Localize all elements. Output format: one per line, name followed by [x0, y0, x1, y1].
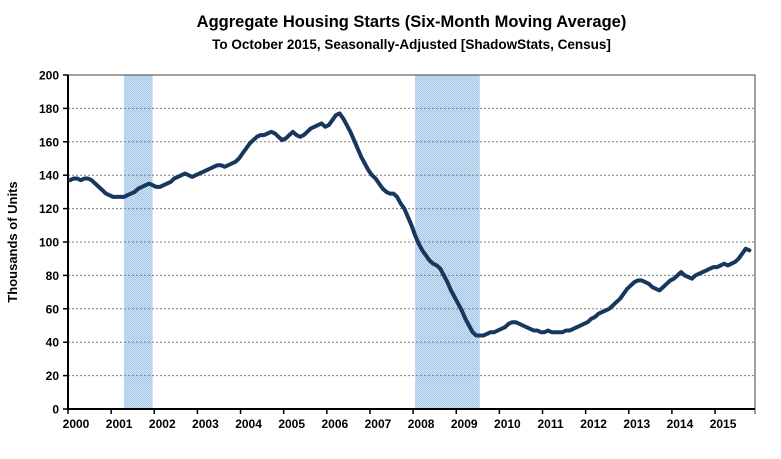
y-axis-tick-label: 160 [39, 135, 59, 149]
y-axis-tick-label: 60 [46, 302, 60, 316]
x-axis-tick-label: 2002 [149, 417, 176, 431]
x-axis-tick-label: 2006 [321, 417, 348, 431]
x-axis-tick-label: 2007 [365, 417, 392, 431]
y-axis-tick-label: 20 [46, 369, 60, 383]
x-axis-tick-label: 2009 [451, 417, 478, 431]
x-axis-tick-label: 2014 [667, 417, 694, 431]
x-axis-tick-label: 2012 [580, 417, 607, 431]
x-axis-tick-label: 2001 [106, 417, 133, 431]
x-axis-tick-label: 2013 [623, 417, 650, 431]
y-axis-tick-label: 100 [39, 236, 59, 250]
y-axis-tick-label: 180 [39, 102, 59, 116]
x-axis-tick-label: 2008 [408, 417, 435, 431]
x-axis-tick-label: 2010 [494, 417, 521, 431]
plot-frame [67, 74, 756, 410]
x-axis-tick-label: 2004 [235, 417, 262, 431]
x-axis-tick-label: 2003 [192, 417, 219, 431]
chart-title: Aggregate Housing Starts (Six-Month Movi… [196, 13, 627, 31]
y-axis-tick-label: 40 [46, 336, 60, 350]
y-axis-tick-label: 120 [39, 202, 59, 216]
y-axis-title: Thousands of Units [5, 181, 20, 302]
x-axis-tick-label: 2000 [63, 417, 90, 431]
y-axis-tick-label: 200 [39, 69, 59, 83]
data-line [68, 111, 752, 338]
y-axis-tick-label: 140 [39, 169, 59, 183]
x-axis-tick-label: 2005 [278, 417, 305, 431]
y-axis-tick-label: 80 [46, 269, 60, 283]
x-axis-tick-label: 2011 [537, 417, 563, 431]
x-axis-tick-label: 2015 [710, 417, 737, 431]
chart-subtitle: To October 2015, Seasonally-Adjusted [Sh… [212, 37, 611, 52]
y-axis-tick-label: 0 [52, 403, 59, 417]
